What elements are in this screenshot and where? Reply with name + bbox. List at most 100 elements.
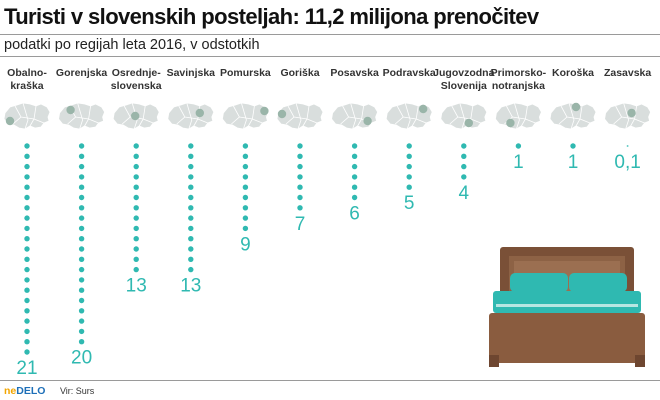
data-dot (188, 143, 194, 149)
data-dot (242, 215, 249, 221)
data-dot (188, 246, 194, 252)
region-label: Osrednje-slovenska (111, 67, 162, 92)
dot-column (406, 143, 412, 190)
region-highlight (571, 102, 581, 112)
data-dot (297, 174, 303, 180)
data-dot (188, 215, 194, 221)
data-dot (242, 184, 249, 190)
dot-column (133, 143, 139, 273)
value-label: 1 (568, 152, 579, 173)
data-dot (24, 215, 30, 221)
region-highlight (627, 108, 636, 118)
data-dot (351, 174, 358, 180)
slovenia-map-icon (221, 102, 269, 130)
source-note: Vir: Surs (59, 386, 95, 396)
dot-column (242, 143, 249, 232)
region-label: Primorsko-notranjska (491, 67, 547, 92)
data-dot (24, 277, 30, 283)
data-dot (351, 184, 358, 190)
value-label: 1 (513, 152, 524, 173)
dot-column (626, 145, 629, 147)
data-dot (78, 194, 85, 201)
dot-column (351, 143, 358, 201)
data-dot (78, 339, 85, 345)
data-dot (242, 153, 249, 159)
subtitle-divider (0, 56, 660, 57)
data-dot (133, 174, 139, 180)
data-dot (24, 163, 30, 170)
data-dot (297, 205, 303, 211)
data-dot (188, 184, 194, 190)
value-label: 4 (459, 183, 470, 204)
region-label: Posavska (330, 67, 379, 79)
data-dot (24, 339, 30, 345)
region-label: Podravska (383, 67, 436, 79)
data-dot (24, 153, 30, 159)
value-label: 6 (349, 204, 360, 225)
data-dot (24, 287, 30, 293)
region-label: Zasavska (604, 67, 651, 79)
data-dot (297, 163, 303, 170)
bed-icon (489, 247, 645, 367)
data-dot (24, 256, 30, 262)
data-dot (78, 215, 85, 221)
data-dot (188, 256, 194, 262)
data-dot (24, 328, 30, 335)
region-label: Pomurska (220, 67, 271, 79)
data-dot (133, 153, 139, 159)
dot-column (461, 143, 467, 180)
data-dot (78, 174, 85, 180)
region-highlight (260, 106, 269, 116)
region-highlight (66, 105, 75, 115)
data-dot (188, 163, 194, 170)
footer-divider (0, 380, 660, 381)
data-dot (24, 194, 30, 201)
slovenia-map-icon (549, 102, 597, 130)
value-label: 7 (295, 214, 306, 235)
data-dot (78, 153, 85, 159)
data-dot (188, 174, 194, 180)
slovenia-map-icon (276, 102, 324, 130)
slovenia-map-icon (494, 102, 542, 130)
data-dot (242, 205, 249, 211)
data-dot (188, 236, 194, 242)
data-dot (24, 246, 30, 252)
dot-column-chart: Obalno-kraška Gorenjska Osrednje-slovenska… (3, 67, 651, 379)
data-dot (351, 153, 358, 159)
data-dot (78, 143, 85, 149)
region-label: Jugovzodna Slovenija (433, 67, 494, 92)
data-dot (515, 143, 522, 149)
value-label: 0,1 (614, 152, 640, 173)
data-dot (133, 256, 139, 262)
region-labels: Obalno-kraška Gorenjska Osrednje-slovenska… (7, 67, 651, 92)
data-dot (24, 143, 30, 149)
data-dot (242, 225, 249, 232)
data-dot (406, 163, 412, 170)
dot-column (24, 143, 30, 355)
data-dot (24, 266, 30, 273)
slovenia-map-icon (3, 102, 51, 130)
chart-subtitle: podatki po regijah leta 2016, v odstotki… (4, 37, 260, 53)
data-dot (242, 194, 249, 201)
data-dot (406, 174, 412, 180)
data-dot (297, 184, 303, 190)
data-dot (24, 349, 30, 355)
data-dot (78, 297, 85, 304)
data-dot (133, 236, 139, 242)
data-dot (461, 163, 467, 170)
data-dot (297, 153, 303, 159)
region-label: Goriška (280, 67, 319, 79)
data-dot (406, 143, 412, 149)
data-dot (133, 225, 139, 232)
data-dot (133, 266, 139, 273)
data-dot (24, 205, 30, 211)
data-dot-partial (626, 145, 629, 147)
region-highlight (5, 116, 15, 126)
slovenia-map-icon (112, 102, 160, 130)
data-dot (406, 184, 412, 190)
data-dot (133, 215, 139, 221)
data-dot (133, 143, 139, 149)
region-highlight (277, 109, 287, 119)
data-dot (24, 225, 30, 232)
value-label: 9 (240, 234, 251, 255)
